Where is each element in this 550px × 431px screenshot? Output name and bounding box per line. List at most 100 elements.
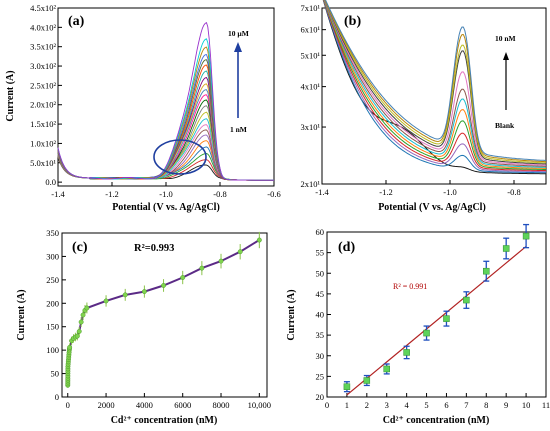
panel-d-x-tick-label: 3 (385, 400, 389, 410)
panel-a-series-curve (57, 21, 274, 181)
panel-d-x-tick-label: 0 (325, 400, 329, 410)
panel-d: (d) R² = 0.991 Cd²⁺ concentration (nM) C… (286, 223, 550, 426)
panel-c-y-tick-label: 150 (46, 322, 59, 332)
panel-c-data-point (256, 237, 262, 243)
panel-b-x-tick-label: -1.2 (379, 187, 392, 197)
panel-d-x-tick-label: 8 (484, 400, 488, 410)
panel-d-data-point (522, 232, 530, 240)
panel-d-y-tick-label: 25 (316, 371, 325, 381)
panel-d-y-tick-label: 55 (316, 248, 325, 258)
panel-d-x-tick-label: 5 (424, 400, 428, 410)
panel-a-y-tick-label: 4.0x10² (30, 22, 56, 32)
panel-c-y-tick-label: 350 (46, 228, 59, 238)
panel-b-y-tick-label: 5x10¹ (300, 50, 320, 60)
panel-b-label: (b) (344, 14, 361, 29)
panel-a-x-tick-label: -1.2 (105, 189, 118, 199)
panel-b-y-tick-label: 6x10¹ (300, 25, 320, 35)
panel-b-annotation-top: 10 nM (495, 34, 516, 43)
panel-b-frame (321, 7, 547, 185)
panel-a-y-tick-label: 2.0x10² (30, 100, 56, 110)
panel-c-data-point (141, 289, 147, 295)
panel-b-y-tick-label: 2x10¹ (300, 179, 320, 189)
panel-a-annotation-bottom: 1 nM (230, 125, 247, 134)
panel-a-x-tick-label: -1.4 (51, 189, 65, 199)
panel-a-y-tick-label: 3.0x10² (30, 61, 56, 71)
panel-a-series-curve (57, 46, 274, 181)
panel-c-data-point (76, 328, 82, 334)
panel-d-x-axis-label: Cd²⁺ concentration (nM) (383, 415, 490, 426)
panel-d-x-tick-label: 9 (504, 400, 508, 410)
panel-b-arrow-head (503, 52, 509, 60)
panel-d-x-tick-label: 7 (464, 400, 468, 410)
panel-b-x-tick-label: -1.0 (443, 187, 456, 197)
panel-d-label: (d) (338, 240, 355, 255)
panel-b-x-axis-label: Potential (V vs. Ag/AgCl) (378, 202, 486, 213)
panel-b-series-curve (324, 0, 546, 164)
panel-b: (b) Potential (V vs. Ag/AgCl) 2x10¹ 3x10¹… (300, 0, 547, 213)
panel-c-fit-line (66, 239, 260, 386)
panel-d-x-tick-label: 10 (522, 400, 531, 410)
panel-c-y-tick-label: 100 (46, 345, 59, 355)
panel-b-series-curve (324, 0, 547, 161)
panel-a-x-tick-label: -1.0 (159, 189, 172, 199)
panel-d-data-point (383, 365, 390, 373)
panel-a-series-curve (57, 64, 274, 181)
panel-c-data-point (103, 298, 109, 304)
panel-d-data-point (363, 377, 371, 384)
panel-d-data-point (483, 267, 490, 275)
panel-a-y-tick-label: 1.5x10² (30, 119, 56, 129)
panel-b-series-curve (322, 0, 547, 174)
panel-a: (a) Potential (V vs. Ag/AgCl) Current (A… (5, 3, 281, 213)
panel-c-x-tick-label: 10,000 (248, 400, 271, 410)
panel-b-series-curve (324, 0, 546, 166)
panel-b-series-curve (323, 0, 547, 172)
panel-b-x-tick-label: -0.8 (507, 187, 520, 197)
panel-c-x-tick-label: 0 (66, 400, 70, 410)
panel-c-y-axis-label: Current (A) (16, 289, 27, 340)
panel-a-series-curve (57, 54, 274, 181)
panel-c-y-tick-label: 250 (46, 275, 59, 285)
panel-b-series-curve (324, 0, 547, 163)
panel-c-data-point (161, 283, 166, 288)
panel-d-x-tick-label: 11 (542, 400, 550, 410)
panel-d-y-tick-label: 30 (316, 351, 325, 361)
panel-d-data-point (343, 383, 351, 390)
panel-b-series-curve (324, 0, 547, 165)
panel-c-data-point (84, 305, 90, 311)
panel-b-y-tick-label: 4x10¹ (300, 82, 320, 92)
panel-d-data-point (463, 296, 470, 304)
panel-a-y-tick-label: 0.0 (45, 177, 56, 187)
panel-c-x-tick-label: 4000 (136, 400, 153, 410)
panel-d-r2: R² = 0.991 (393, 282, 427, 291)
panel-c-x-tick-label: 2000 (98, 400, 115, 410)
panel-c-data-point (199, 265, 205, 271)
panel-a-y-axis-label: Current (A) (5, 70, 16, 121)
panel-b-x-tick-label: -1.4 (315, 187, 329, 197)
panel-c-y-tick-label: 300 (46, 251, 59, 261)
panel-d-y-tick-label: 45 (316, 289, 325, 299)
panel-c-x-tick-label: 8000 (213, 400, 230, 410)
panel-d-y-tick-label: 60 (316, 227, 325, 237)
panel-c-data-point (180, 275, 186, 280)
panel-b-y-tick-label: 7x10¹ (300, 3, 320, 13)
panel-c-x-axis-label: Cd²⁺ concentration (nM) (111, 415, 218, 426)
panel-c-y-tick-label: 50 (51, 369, 60, 379)
panel-c-frame (61, 232, 268, 398)
panel-a-y-tick-label: 3.5x10² (30, 42, 56, 52)
panel-c: (c) R²=0.993 Cd²⁺ concentration (nM) Cur… (16, 228, 271, 426)
panel-b-y-tick-label: 3x10¹ (300, 122, 320, 132)
panel-c-y-tick-label: 200 (46, 298, 59, 308)
panel-a-arrow-head (234, 42, 242, 52)
panel-c-data-point (237, 249, 243, 255)
panel-d-data-point (502, 245, 510, 252)
panel-c-r2: R²=0.993 (134, 243, 174, 254)
panel-a-x-tick-label: -0.6 (267, 189, 280, 199)
panel-b-series-curve (323, 0, 546, 173)
panel-b-series-curve (323, 0, 546, 169)
panel-d-y-tick-label: 35 (316, 330, 325, 340)
panel-a-label: (a) (68, 14, 85, 29)
panel-a-annotation-top: 10 µM (228, 29, 249, 38)
panel-b-series-curve (323, 0, 546, 167)
panel-d-y-tick-label: 40 (316, 310, 325, 320)
